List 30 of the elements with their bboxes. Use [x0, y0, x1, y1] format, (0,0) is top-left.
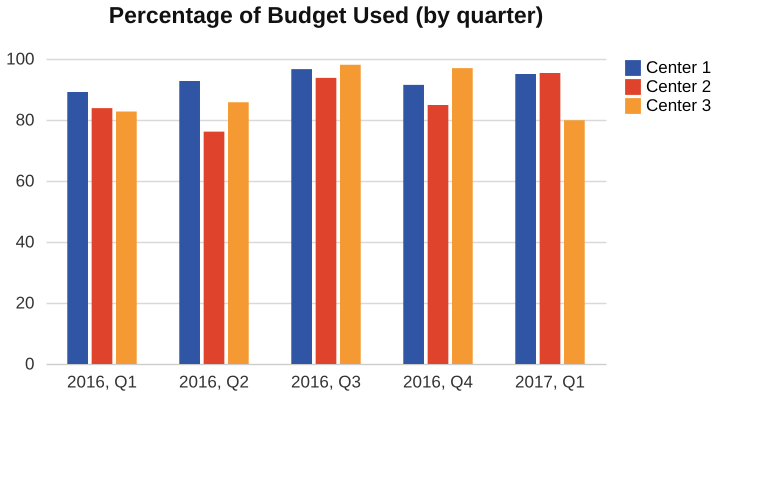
x-tick-label: 2016, Q4	[403, 372, 473, 392]
chart-title: Percentage of Budget Used (by quarter)	[108, 2, 544, 28]
bar	[116, 111, 137, 364]
y-tick-label: 20	[16, 294, 34, 312]
y-tick-label: 80	[16, 110, 34, 130]
bar	[92, 108, 112, 364]
bar	[564, 120, 585, 364]
bar	[428, 105, 448, 364]
x-tick-label: 2016, Q2	[179, 372, 249, 392]
bar	[179, 80, 200, 364]
y-tick-label: 0	[25, 354, 34, 374]
bar	[291, 69, 312, 364]
bar	[340, 64, 361, 364]
y-tick-label: 60	[16, 172, 34, 190]
y-tick-label: 40	[16, 232, 34, 252]
bar	[228, 102, 249, 364]
legend-label: Center 2	[646, 77, 712, 96]
bar	[316, 78, 336, 364]
bar	[540, 73, 560, 364]
bar	[403, 84, 424, 364]
x-tick-label: 2017, Q1	[515, 372, 585, 392]
legend-label: Center 1	[646, 58, 712, 77]
bar	[515, 74, 536, 364]
x-tick-label: 2016, Q3	[291, 372, 361, 392]
x-tick-label: 2016, Q1	[67, 372, 137, 392]
legend-label: Center 3	[646, 96, 712, 115]
y-tick-label: 100	[6, 50, 34, 68]
bar	[67, 92, 88, 364]
bar	[452, 68, 473, 364]
bar	[204, 132, 224, 364]
